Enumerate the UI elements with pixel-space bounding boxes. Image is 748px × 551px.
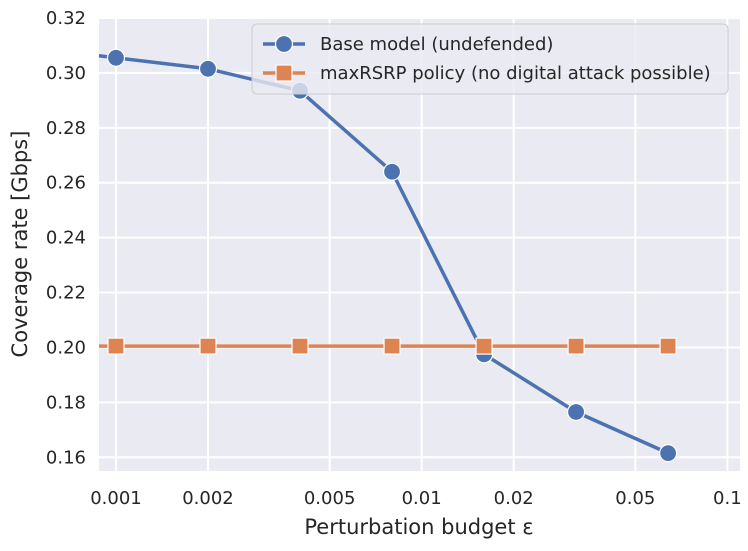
y-tick-label: 0.28 (46, 118, 86, 139)
legend: Base model (undefended) maxRSRP policy (n… (251, 23, 729, 95)
legend-marker-circle (274, 34, 294, 54)
y-tick-label: 0.16 (46, 447, 86, 468)
data-point-square (567, 337, 585, 355)
x-tick-label: 0.01 (402, 488, 442, 509)
data-point-square (475, 337, 493, 355)
x-tick-label: 0.005 (304, 488, 356, 509)
x-tick-label: 0.05 (615, 488, 655, 509)
data-point-circle (566, 402, 586, 422)
data-point-circle (198, 59, 218, 78)
legend-item-2: maxRSRP policy (no digital attack possib… (263, 63, 711, 84)
legend-item-1: Base model (undefended) (263, 34, 553, 55)
y-tick-label: 0.18 (46, 392, 86, 413)
legend-marker-square (275, 64, 293, 82)
x-axis-label: Perturbation budget ε (304, 515, 533, 539)
x-tick-labels: 0.001 0.002 0.005 0.01 0.02 0.05 0.1 (90, 488, 741, 509)
x-tick-label: 0.001 (90, 488, 142, 509)
y-tick-label: 0.24 (46, 228, 86, 249)
y-tick-label: 0.30 (46, 63, 86, 84)
data-point-square (659, 337, 677, 355)
x-tick-label: 0.002 (182, 488, 234, 509)
legend-frame (251, 23, 729, 95)
x-tick-label: 0.02 (494, 488, 534, 509)
data-point-square (199, 337, 217, 355)
series-layer (98, 48, 678, 463)
data-point-circle (106, 48, 126, 67)
series-2 (99, 337, 677, 355)
data-point-square (291, 337, 309, 355)
x-tick-label: 0.1 (713, 488, 742, 509)
series-line (98, 54, 669, 455)
data-point-square (107, 337, 125, 355)
y-tick-labels: 0.16 0.18 0.20 0.22 0.24 0.26 0.28 0.30 0.32 (46, 8, 86, 468)
legend-label: Base model (undefended) (320, 34, 553, 55)
data-point-square (383, 337, 401, 355)
y-tick-label: 0.20 (46, 337, 86, 358)
y-axis-label: Coverage rate [Gbps] (8, 131, 32, 358)
y-tick-label: 0.22 (46, 283, 86, 304)
legend-label: maxRSRP policy (no digital attack possib… (320, 63, 711, 84)
y-tick-label: 0.32 (46, 8, 86, 29)
data-point-circle (382, 162, 402, 181)
data-point-circle (658, 444, 678, 463)
legend-items: Base model (undefended) maxRSRP policy (n… (263, 34, 711, 84)
y-tick-label: 0.26 (46, 173, 86, 194)
